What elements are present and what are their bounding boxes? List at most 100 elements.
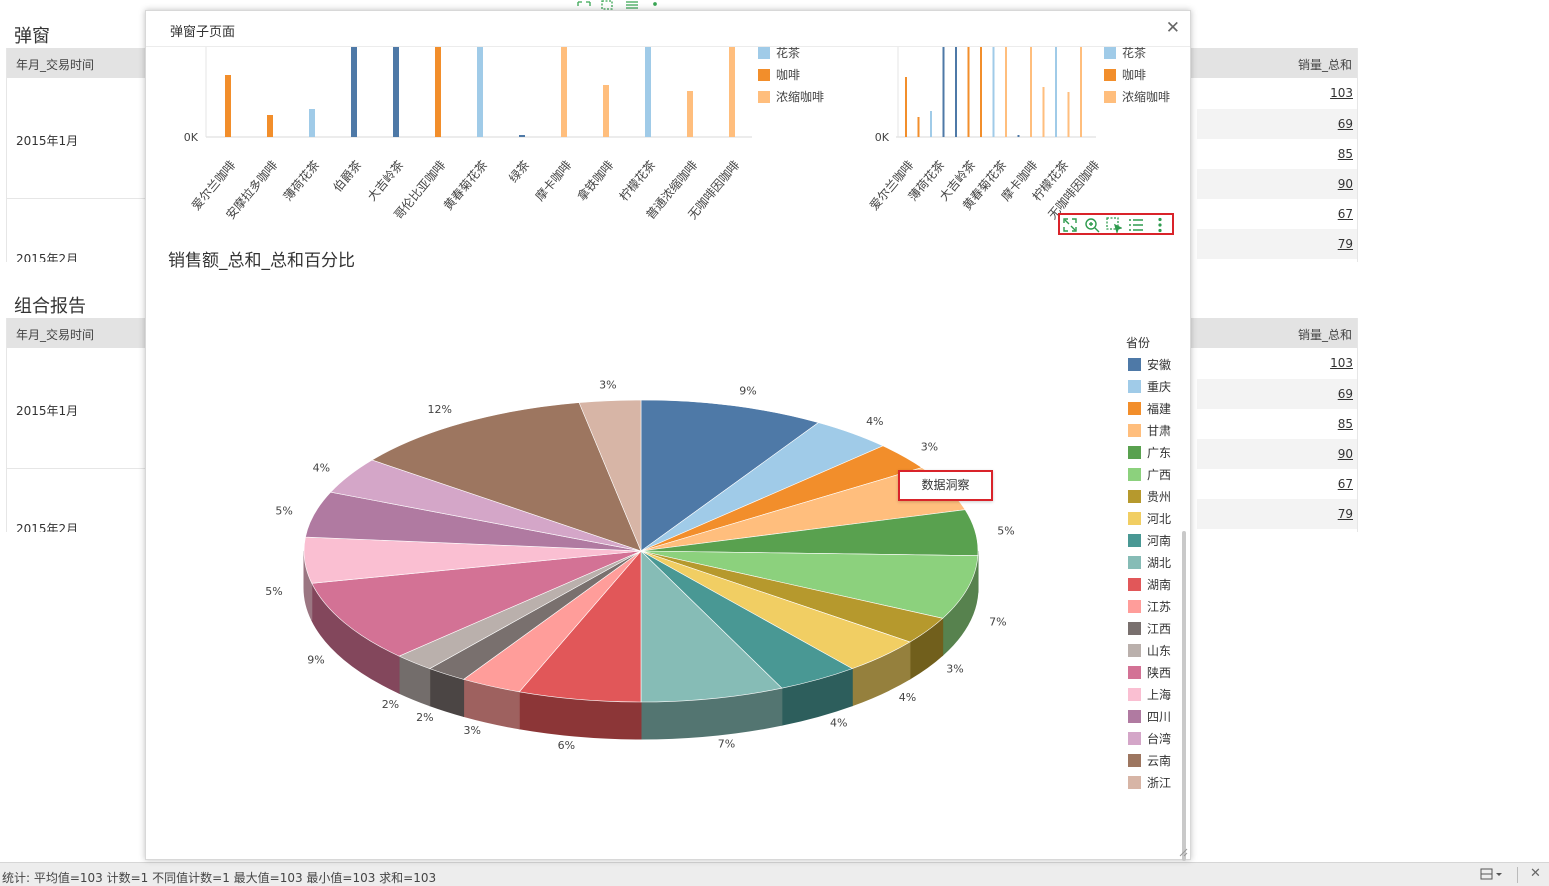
table-cell[interactable]: 90 — [1197, 439, 1357, 469]
resize-handle-icon[interactable] — [1178, 847, 1188, 857]
bar — [930, 111, 932, 137]
column-header-qty[interactable]: 销量_总和 — [1297, 328, 1352, 342]
bar — [603, 85, 609, 137]
data-label: 4% — [313, 462, 330, 475]
legend-label: 甘肃 — [1147, 424, 1171, 438]
bar — [1017, 135, 1020, 137]
bar — [1042, 87, 1045, 137]
legend-label: 云南 — [1147, 753, 1171, 768]
legend-label: 广东 — [1147, 446, 1171, 460]
data-label: 9% — [307, 654, 324, 667]
layout-icon — [1480, 868, 1502, 880]
legend-label: 河南 — [1147, 533, 1171, 548]
legend-label: 江苏 — [1147, 600, 1171, 614]
data-label: 4% — [899, 691, 916, 704]
x-tick-label: 薄荷花茶 — [280, 157, 322, 203]
close-icon[interactable]: ✕ — [1165, 18, 1180, 38]
bar — [309, 109, 315, 137]
legend-swatch — [1128, 600, 1141, 613]
fullscreen-icon[interactable] — [1062, 217, 1078, 233]
legend-swatch — [758, 91, 770, 103]
bar — [729, 47, 735, 137]
table-cell[interactable]: 67 — [1337, 207, 1353, 221]
table-cell[interactable]: 103 — [1330, 86, 1353, 100]
table-cell[interactable]: 85 — [1337, 417, 1353, 431]
data-label: 3% — [599, 379, 616, 392]
x-tick-label: 拿铁咖啡 — [574, 157, 616, 203]
legend-swatch — [1128, 512, 1141, 525]
x-tick-label: 绿茶 — [505, 157, 532, 185]
table-cell[interactable]: 90 — [1197, 169, 1357, 199]
close-icon[interactable]: ✕ — [1530, 866, 1541, 881]
legend-label: 浓缩咖啡 — [1122, 89, 1170, 104]
scrollbar[interactable] — [1182, 531, 1186, 861]
bar — [1067, 92, 1070, 137]
layout-dropdown[interactable] — [1480, 867, 1506, 885]
bar — [351, 47, 357, 137]
background-toolbar — [575, 0, 665, 10]
bar — [1005, 47, 1007, 137]
legend-swatch — [1128, 688, 1141, 701]
x-tick-label: 摩卡咖啡 — [532, 157, 574, 203]
legend-label: 花茶 — [776, 47, 800, 60]
pie-slice — [578, 399, 642, 552]
data-insight-tooltip[interactable]: 数据洞察 — [898, 470, 993, 501]
pie-slice — [640, 550, 979, 619]
data-label: 3% — [921, 440, 938, 453]
pie-top — [303, 399, 979, 703]
data-label: 4% — [866, 415, 883, 428]
legend-swatch — [1128, 754, 1141, 767]
legend-label: 浙江 — [1147, 776, 1171, 790]
table-cell[interactable]: 85 — [1337, 147, 1353, 161]
legend-label: 贵州 — [1147, 490, 1171, 504]
legend-label: 花茶 — [1122, 47, 1146, 60]
data-label: 2% — [382, 698, 399, 711]
legend-label: 咖啡 — [1122, 67, 1146, 82]
legend-label: 台湾 — [1147, 731, 1171, 746]
legend-swatch — [1128, 424, 1141, 437]
table-cell[interactable]: 69 — [1197, 109, 1357, 139]
data-label: 5% — [265, 585, 282, 598]
table-cell[interactable]: 103 — [1330, 356, 1353, 370]
legend-swatch — [1128, 490, 1141, 503]
row-label: 2015年2月 — [16, 522, 79, 532]
bar — [477, 47, 483, 137]
pie-slice — [640, 399, 820, 552]
table-cell[interactable]: 67 — [1337, 477, 1353, 491]
legend-swatch — [1128, 534, 1141, 547]
modal-title: 弹窗子页面 — [170, 25, 236, 40]
legend-swatch — [758, 69, 770, 81]
legend-swatch — [1128, 710, 1141, 723]
legend-swatch — [1128, 622, 1141, 635]
table-cell[interactable]: 69 — [1197, 379, 1357, 409]
table-cell[interactable]: 79 — [1197, 229, 1357, 259]
row-divider — [7, 468, 147, 469]
legend-swatch — [1104, 91, 1116, 103]
legend-label: 河北 — [1147, 512, 1171, 526]
select-icon[interactable] — [1106, 217, 1122, 233]
data-label: 3% — [464, 724, 481, 737]
bar — [942, 47, 945, 137]
data-label: 2% — [416, 711, 433, 724]
y-tick-label: 0K — [184, 131, 199, 144]
legend-swatch — [758, 47, 770, 59]
legend-swatch — [1128, 578, 1141, 591]
divider — [1517, 867, 1518, 883]
table-cell[interactable]: 79 — [1197, 499, 1357, 529]
list-icon[interactable] — [1128, 217, 1144, 233]
table-body: 2015年1月 2015年2月 103 69 85 90 67 79 — [7, 78, 1357, 262]
column-header-qty[interactable]: 销量_总和 — [1297, 58, 1352, 72]
row-label: 2015年2月 — [16, 252, 79, 262]
column-header-date[interactable]: 年月_交易时间 — [16, 58, 95, 72]
pie-slice — [640, 550, 783, 703]
column-header-date[interactable]: 年月_交易时间 — [16, 328, 95, 342]
bar — [267, 115, 273, 137]
legend-swatch — [1128, 468, 1141, 481]
zoom-icon[interactable] — [1084, 217, 1100, 233]
more-icon[interactable] — [1152, 217, 1168, 233]
bar — [561, 47, 567, 137]
x-tick-label: 爱尔兰咖啡 — [866, 157, 916, 213]
x-tick-label: 伯爵茶 — [330, 157, 365, 194]
data-label: 12% — [428, 403, 452, 416]
